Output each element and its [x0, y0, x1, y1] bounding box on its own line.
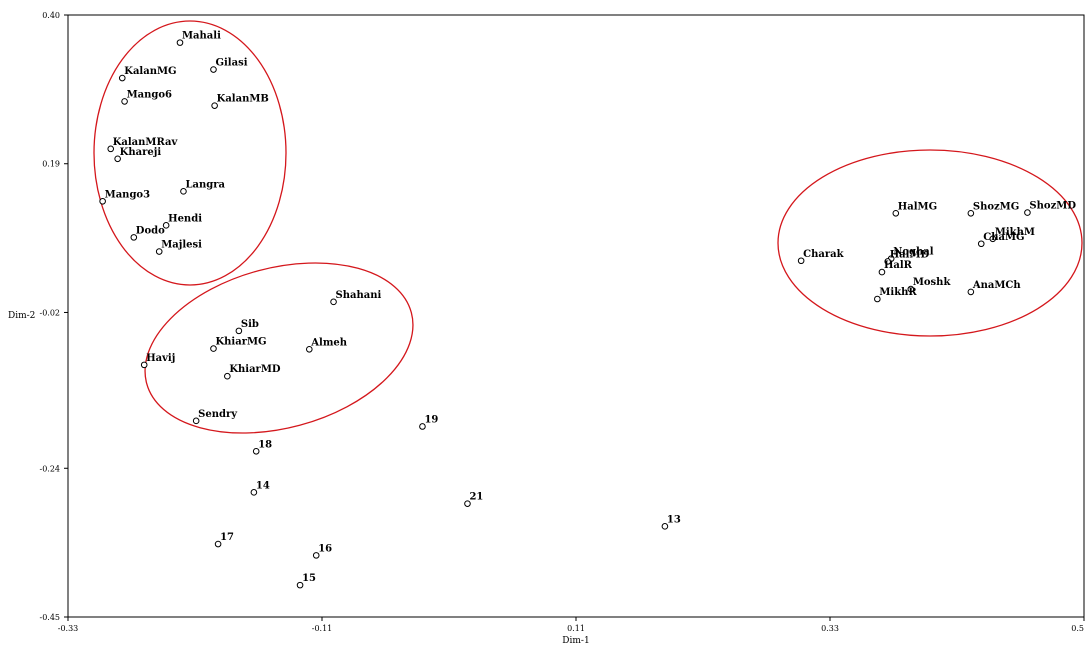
data-point — [155, 248, 163, 255]
data-point — [162, 222, 170, 229]
point-label: Havij — [146, 353, 175, 364]
point-label: Sendry — [198, 409, 238, 420]
point-label: 14 — [256, 480, 270, 491]
y-tick-label: 0.19 — [42, 160, 60, 169]
y-tick-label: -0.45 — [39, 613, 60, 622]
point-label: MikhM — [995, 227, 1035, 238]
y-tick-label: -0.24 — [39, 464, 60, 473]
point-label: KhiarMD — [229, 364, 281, 375]
y-tick-label: -0.02 — [39, 308, 60, 317]
data-point — [224, 372, 231, 380]
point-label: Moshk — [913, 277, 952, 288]
data-point — [99, 197, 106, 205]
cluster-ellipse-3 — [777, 149, 1083, 337]
point-label: Almeh — [310, 337, 348, 348]
data-point — [118, 74, 126, 82]
x-tick-label: 0.5 — [1071, 624, 1084, 633]
point-label: KhiarMG — [215, 337, 266, 348]
data-point — [874, 295, 881, 303]
point-label: Mango6 — [127, 89, 172, 100]
data-point — [419, 423, 426, 430]
point-label: 16 — [318, 543, 332, 554]
point-label: 21 — [469, 492, 483, 503]
point-label: MikhR — [879, 287, 917, 298]
data-point — [977, 240, 985, 248]
point-label: KalanMG — [124, 66, 176, 77]
point-label: ShozMD — [1029, 201, 1076, 212]
y-axis-title: Dim-2 — [8, 311, 35, 321]
point-label: AnaMCh — [972, 280, 1022, 291]
data-point — [1024, 209, 1031, 216]
data-point — [214, 540, 222, 548]
y-tick-label: 0.40 — [42, 11, 60, 20]
x-tick-label: 0.11 — [567, 624, 585, 633]
data-point — [989, 235, 997, 243]
data-point — [907, 285, 915, 293]
point-label: Noghal — [893, 247, 934, 258]
data-point — [140, 361, 148, 369]
data-points: Mahali Gilasi KalanMG Mango6 KalanMB KalanMRa… — [99, 31, 1076, 589]
data-point — [180, 188, 187, 195]
x-tick-label: 0.33 — [821, 624, 839, 633]
point-label: Mahali — [182, 31, 221, 42]
data-point — [967, 288, 975, 296]
point-label: Khareji — [120, 147, 162, 158]
point-label: ShozMG — [973, 201, 1019, 212]
data-point — [878, 268, 886, 276]
point-label: HalMD — [890, 249, 930, 260]
y-axis-ticks: 0.40 0.19 -0.02 -0.24 -0.45 — [39, 11, 68, 622]
data-point — [797, 257, 805, 265]
data-point — [967, 210, 975, 217]
point-label: 19 — [424, 414, 438, 425]
point-label: 18 — [258, 439, 272, 450]
point-label: 15 — [302, 573, 316, 584]
point-label: KalanMRav — [113, 137, 179, 148]
point-label: Charak — [803, 249, 844, 260]
data-point — [114, 155, 121, 163]
data-point — [892, 210, 900, 217]
point-label: Shahani — [336, 290, 382, 301]
x-axis-ticks: -0.33 -0.11 0.11 0.33 0.5 — [58, 617, 1085, 633]
point-label: HalMG — [898, 201, 937, 212]
data-point — [296, 581, 304, 589]
data-point — [210, 345, 217, 352]
data-point — [107, 145, 115, 153]
x-tick-label: -0.33 — [58, 624, 79, 633]
data-point — [130, 234, 138, 241]
data-point — [252, 447, 260, 455]
point-label: Sib — [241, 319, 259, 330]
point-label: HalR — [884, 260, 913, 271]
point-label: ChaMG — [983, 232, 1024, 243]
data-point — [312, 552, 320, 559]
point-label: 13 — [667, 514, 681, 525]
point-label: Hendi — [168, 213, 202, 224]
point-label: Mango3 — [105, 189, 150, 200]
data-point — [121, 98, 128, 105]
data-point — [464, 500, 471, 507]
plot-frame — [67, 14, 1085, 618]
cluster-ellipses — [93, 20, 1083, 434]
cluster-ellipse-1 — [93, 20, 287, 286]
data-point — [192, 417, 200, 425]
cluster-ellipse-2 — [144, 262, 414, 434]
point-label: Dodo — [136, 225, 165, 236]
x-axis-title: Dim-1 — [562, 636, 589, 646]
point-label: Majlesi — [161, 240, 202, 251]
data-point — [211, 102, 218, 109]
point-label: Gilasi — [215, 58, 247, 69]
data-point — [661, 523, 669, 530]
data-point — [176, 39, 184, 46]
point-label: Langra — [185, 179, 225, 190]
x-tick-label: -0.11 — [312, 624, 333, 633]
data-point — [884, 258, 892, 265]
data-point — [250, 489, 258, 496]
data-point — [235, 327, 243, 335]
data-point — [330, 298, 337, 306]
data-point — [210, 66, 217, 73]
data-point — [306, 345, 313, 353]
point-label: 17 — [220, 532, 234, 543]
point-label: KalanMB — [217, 94, 269, 105]
